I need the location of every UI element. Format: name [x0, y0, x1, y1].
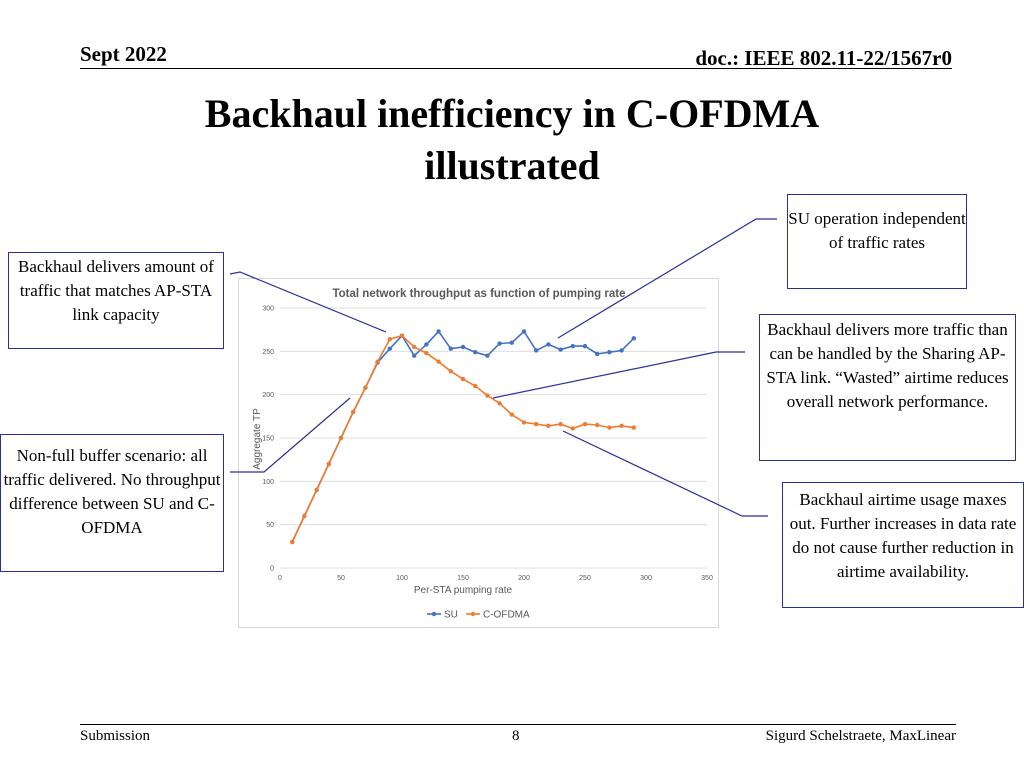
legend-marker-c-ofdma	[470, 611, 476, 617]
x-axis-ticks: 0 50 100 150 200 250 300 350	[278, 575, 713, 582]
chart-gridlines	[280, 307, 707, 569]
header-doc-id: doc.: IEEE 802.11-22/1567r0	[695, 46, 952, 70]
data-point-c-ofdma-20	[302, 513, 307, 519]
data-point-c-ofdma-170	[485, 393, 490, 398]
data-point-su-260	[595, 351, 600, 357]
data-point-c-ofdma-70	[363, 385, 368, 390]
y-tick-label-0: 0	[270, 566, 274, 573]
data-point-c-ofdma-90	[387, 337, 392, 342]
data-point-c-ofdma-80	[375, 359, 380, 364]
legend-label-c-ofdma: C-OFDMA	[483, 610, 530, 621]
data-point-c-ofdma-30	[314, 487, 319, 493]
data-point-su-270	[607, 350, 612, 355]
data-point-c-ofdma-100	[399, 333, 405, 338]
slide-title-line1: Backhaul inefficiency in C-OFDMA	[204, 91, 820, 136]
series-line-c-ofdma	[291, 334, 634, 543]
x-tick-label-350: 350	[701, 575, 713, 582]
data-point-su-190	[509, 340, 514, 345]
x-axis-label: Per-STA pumping rate	[414, 585, 513, 596]
chart-series	[290, 329, 636, 545]
data-point-su-90	[387, 346, 392, 351]
data-point-c-ofdma-130	[436, 359, 441, 364]
slide-title: Backhaul inefficiency in C-OFDMA illustr…	[0, 88, 1024, 192]
data-point-c-ofdma-240	[570, 426, 575, 431]
y-tick-label-250: 250	[262, 349, 274, 356]
data-point-c-ofdma-60	[351, 409, 356, 415]
y-tick-label-100: 100	[262, 479, 274, 486]
data-point-c-ofdma-280	[619, 423, 624, 429]
data-point-su-160	[473, 350, 478, 355]
data-point-c-ofdma-270	[607, 425, 612, 430]
data-point-c-ofdma-290	[631, 425, 636, 430]
data-point-c-ofdma-40	[326, 461, 331, 467]
x-tick-label-200: 200	[518, 575, 530, 582]
x-tick-label-0: 0	[278, 575, 282, 582]
data-point-su-210	[534, 348, 539, 353]
y-axis-ticks: 0 50 100 150 200 250 300	[262, 306, 274, 573]
callout-su-operation: SU operation independent of traffic rate…	[787, 194, 967, 289]
footer-submission: Submission	[80, 728, 151, 744]
data-point-c-ofdma-150	[460, 376, 466, 382]
data-point-c-ofdma-180	[497, 401, 502, 406]
y-tick-label-200: 200	[262, 392, 274, 399]
data-point-c-ofdma-260	[595, 422, 600, 428]
data-point-c-ofdma-250	[582, 421, 588, 427]
chart-legend: SU C-OFDMA	[427, 610, 530, 621]
slide-title-line2: illustrated	[424, 143, 600, 188]
x-tick-label-100: 100	[396, 575, 408, 582]
legend-marker-su	[431, 611, 437, 617]
data-point-c-ofdma-10	[290, 539, 295, 545]
data-point-c-ofdma-50	[338, 435, 344, 441]
data-point-c-ofdma-230	[558, 421, 563, 427]
data-point-c-ofdma-190	[509, 412, 514, 417]
data-point-c-ofdma-160	[473, 383, 478, 389]
footer-page-number: 8	[512, 728, 520, 744]
data-point-su-120	[424, 342, 429, 347]
callout-backhaul-more: Backhaul delivers more traffic than can …	[759, 314, 1016, 461]
data-point-su-180	[497, 341, 502, 346]
data-point-c-ofdma-200	[521, 420, 527, 425]
data-point-su-170	[485, 353, 490, 358]
data-point-su-230	[558, 347, 563, 352]
x-tick-label-50: 50	[337, 575, 345, 582]
y-tick-label-150: 150	[262, 436, 274, 443]
y-axis-label: Aggregate TP	[252, 408, 263, 470]
data-point-su-150	[460, 344, 466, 350]
y-tick-label-50: 50	[266, 522, 274, 529]
data-point-su-220	[546, 342, 551, 347]
data-point-su-140	[448, 346, 453, 351]
data-point-su-250	[582, 343, 588, 349]
footer-author: Sigurd Schelstraete, MaxLinear	[765, 728, 956, 744]
data-point-c-ofdma-220	[546, 423, 551, 429]
data-point-su-130	[436, 329, 441, 334]
x-tick-label-250: 250	[579, 575, 591, 582]
callout-backhaul-airtime: Backhaul airtime usage maxes out. Furthe…	[782, 482, 1024, 608]
data-point-c-ofdma-110	[412, 344, 417, 350]
header-rule	[80, 68, 952, 69]
data-point-su-290	[631, 336, 636, 341]
callout-backhaul-matches: Backhaul delivers amount of traffic that…	[8, 252, 224, 349]
data-point-c-ofdma-140	[448, 369, 453, 374]
data-point-su-200	[521, 329, 527, 334]
y-tick-label-300: 300	[262, 306, 274, 313]
data-point-su-240	[570, 343, 575, 349]
data-point-su-280	[619, 348, 624, 353]
legend-label-su: SU	[444, 610, 458, 621]
callout-non-full-buffer: Non-full buffer scenario: all traffic de…	[0, 434, 224, 572]
throughput-chart: Total network throughput as function of …	[252, 288, 713, 621]
data-point-c-ofdma-210	[534, 421, 539, 427]
data-point-c-ofdma-120	[424, 350, 429, 356]
chart-frame: Total network throughput as function of …	[238, 278, 719, 628]
data-point-su-110	[412, 353, 417, 358]
footer-rule	[80, 724, 956, 725]
x-tick-label-150: 150	[457, 575, 469, 582]
header-date: Sept 2022	[80, 42, 167, 66]
x-tick-label-300: 300	[640, 575, 652, 582]
chart-title: Total network throughput as function of …	[332, 288, 625, 300]
series-line-su	[291, 330, 635, 543]
